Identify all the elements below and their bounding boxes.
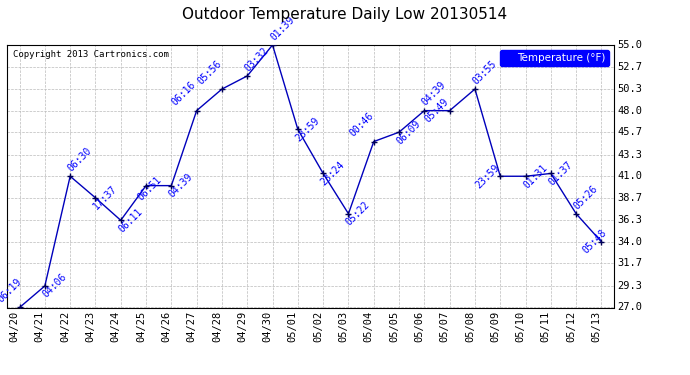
Text: 23:24: 23:24 xyxy=(319,159,346,188)
Text: 05/06: 05/06 xyxy=(415,311,424,342)
Text: 01:39: 01:39 xyxy=(268,14,296,42)
Text: 06:51: 06:51 xyxy=(136,174,164,202)
Text: 06:19: 06:19 xyxy=(0,277,23,305)
Text: 06:09: 06:09 xyxy=(395,118,422,146)
Text: 05/02: 05/02 xyxy=(313,311,323,342)
Text: 06:30: 06:30 xyxy=(66,146,94,174)
Text: 04/28: 04/28 xyxy=(212,311,222,342)
Text: 06:16: 06:16 xyxy=(170,80,198,108)
Text: 55.0: 55.0 xyxy=(618,40,642,50)
Text: 41.0: 41.0 xyxy=(618,171,642,181)
Text: 50.3: 50.3 xyxy=(618,84,642,94)
Text: 23:59: 23:59 xyxy=(293,116,322,143)
Text: 45.7: 45.7 xyxy=(618,127,642,137)
Text: 31.7: 31.7 xyxy=(618,258,642,268)
Text: 04/24: 04/24 xyxy=(111,311,121,342)
Text: 05/01: 05/01 xyxy=(288,311,298,342)
Text: 05/08: 05/08 xyxy=(465,311,475,342)
Text: 17:37: 17:37 xyxy=(91,184,119,212)
Text: 05/04: 05/04 xyxy=(364,311,374,342)
Text: 04/23: 04/23 xyxy=(86,311,95,342)
Text: 04:06: 04:06 xyxy=(41,272,68,300)
Text: 05/05: 05/05 xyxy=(389,311,399,342)
Text: 05/11: 05/11 xyxy=(541,311,551,342)
Text: Outdoor Temperature Daily Low 20130514: Outdoor Temperature Daily Low 20130514 xyxy=(182,8,508,22)
Text: 34.0: 34.0 xyxy=(618,237,642,247)
Text: 04:39: 04:39 xyxy=(420,80,448,108)
Text: 00:46: 00:46 xyxy=(347,111,375,139)
Legend: Temperature (°F): Temperature (°F) xyxy=(500,50,609,66)
Text: Copyright 2013 Cartronics.com: Copyright 2013 Cartronics.com xyxy=(13,50,169,59)
Text: 48.0: 48.0 xyxy=(618,106,642,116)
Text: 05/07: 05/07 xyxy=(440,311,450,342)
Text: 04/22: 04/22 xyxy=(60,311,70,342)
Text: 05/09: 05/09 xyxy=(491,311,500,342)
Text: 38.7: 38.7 xyxy=(618,193,642,203)
Text: 04/21: 04/21 xyxy=(35,311,45,342)
Text: 05/12: 05/12 xyxy=(566,311,576,342)
Text: 52.7: 52.7 xyxy=(618,62,642,72)
Text: 43.3: 43.3 xyxy=(618,150,642,160)
Text: 01:31: 01:31 xyxy=(521,162,549,190)
Text: 04/27: 04/27 xyxy=(187,311,197,342)
Text: 05:49: 05:49 xyxy=(423,97,451,124)
Text: 01:37: 01:37 xyxy=(546,159,574,188)
Text: 03:32: 03:32 xyxy=(243,45,270,73)
Text: 05:56: 05:56 xyxy=(195,58,224,86)
Text: 23:59: 23:59 xyxy=(474,162,502,190)
Text: 06:11: 06:11 xyxy=(117,206,144,234)
Text: 04/30: 04/30 xyxy=(263,311,273,342)
Text: 36.3: 36.3 xyxy=(618,215,642,225)
Text: 04/25: 04/25 xyxy=(136,311,146,342)
Text: 04/20: 04/20 xyxy=(10,311,19,342)
Text: 05/10: 05/10 xyxy=(515,311,526,342)
Text: 04:39: 04:39 xyxy=(167,172,195,200)
Text: 05:22: 05:22 xyxy=(344,200,372,228)
Text: 03:55: 03:55 xyxy=(471,58,498,86)
Text: 05:26: 05:26 xyxy=(572,183,600,211)
Text: 04/29: 04/29 xyxy=(237,311,247,342)
Text: 05:48: 05:48 xyxy=(580,228,609,256)
Text: 05/03: 05/03 xyxy=(339,311,348,342)
Text: 27.0: 27.0 xyxy=(618,303,642,312)
Text: 29.3: 29.3 xyxy=(618,281,642,291)
Text: 04/26: 04/26 xyxy=(161,311,171,342)
Text: 05/13: 05/13 xyxy=(591,311,602,342)
